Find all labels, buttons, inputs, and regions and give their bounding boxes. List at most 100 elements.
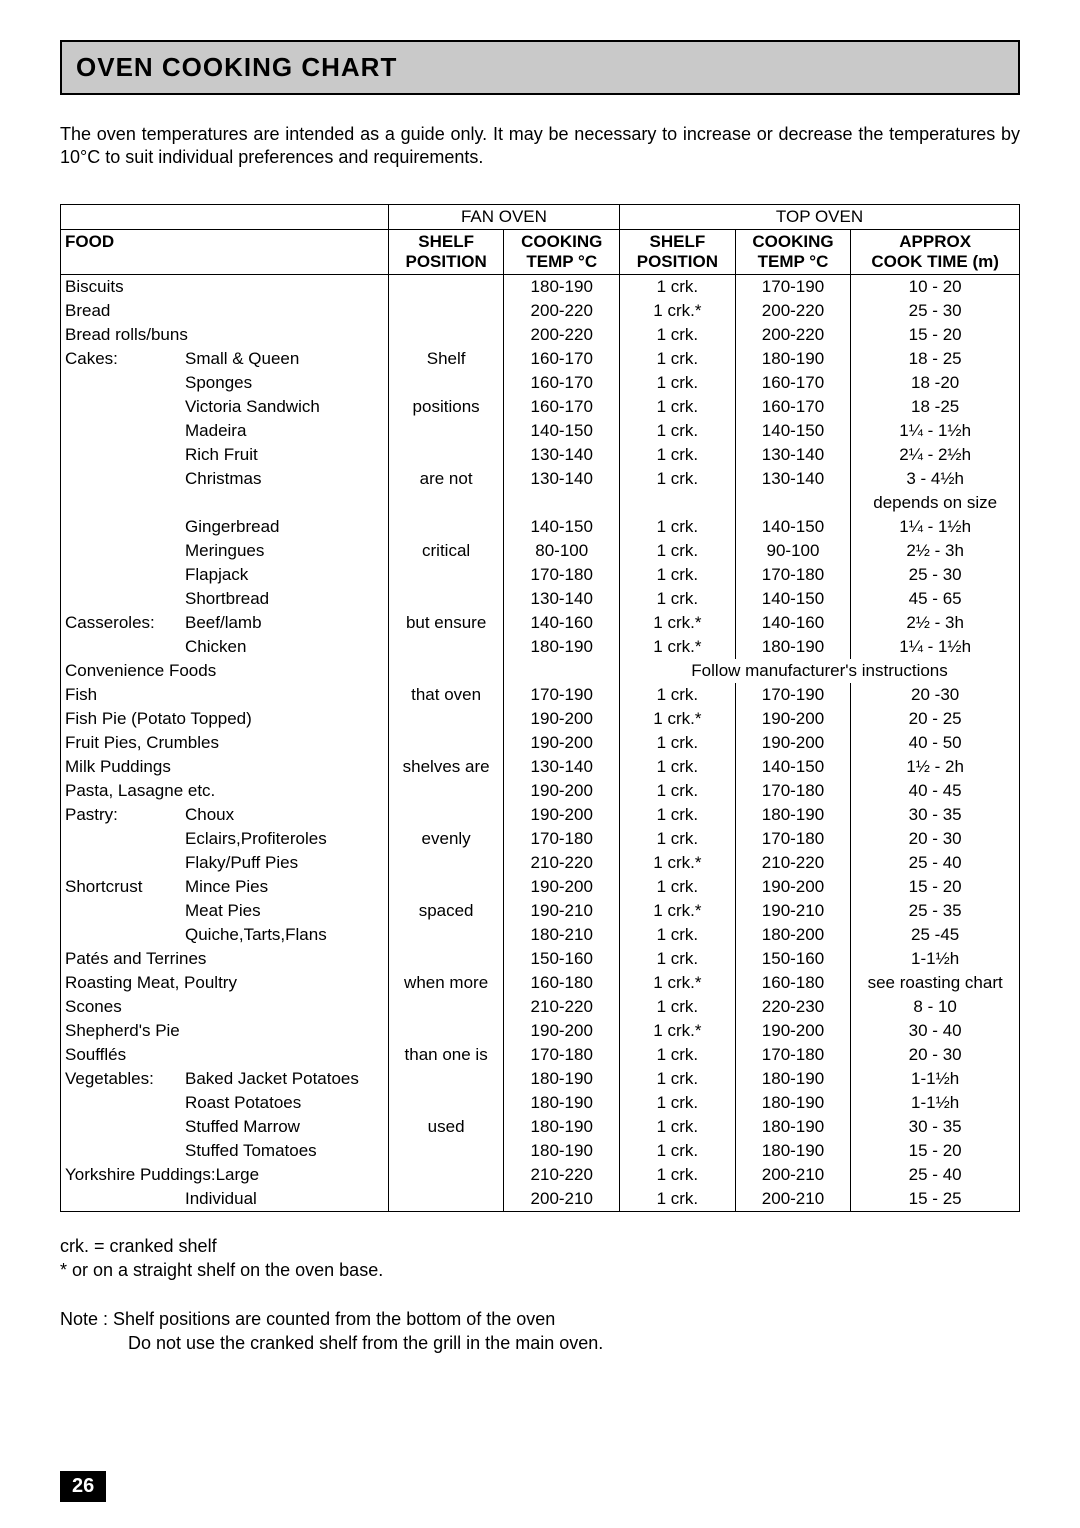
cell-fan-shelf [388,1067,504,1091]
table-row: Biscuits180-1901 crk.170-19010 - 20 [61,275,1020,300]
cell-top-shelf: 1 crk.* [620,1019,736,1043]
cell-top-temp: 170-190 [735,275,851,300]
cell-top-temp: 170-180 [735,779,851,803]
table-row: Casseroles:Beef/lambbut ensure140-1601 c… [61,611,1020,635]
cell-fan-temp: 190-200 [504,779,620,803]
cell-cook-time: 15 - 20 [851,323,1020,347]
cell-fan-shelf [388,443,504,467]
cell-fan-shelf [388,323,504,347]
cell-fan-temp: 150-160 [504,947,620,971]
intro-text: The oven temperatures are intended as a … [60,123,1020,168]
cell-fan-shelf [388,563,504,587]
table-row: Shortbread130-1401 crk.140-15045 - 65 [61,587,1020,611]
cell-top-temp: 180-190 [735,635,851,659]
table-row: Fruit Pies, Crumbles190-2001 crk.190-200… [61,731,1020,755]
table-row: Eclairs,Profiterolesevenly170-1801 crk.1… [61,827,1020,851]
cell-fan-temp: 160-180 [504,971,620,995]
cell-fan-temp: 180-210 [504,923,620,947]
cell-cook-time: 18 -25 [851,395,1020,419]
cell-food: Victoria Sandwich [61,395,389,419]
cell-food: Shepherd's Pie [61,1019,389,1043]
cell-food: Milk Puddings [61,755,389,779]
table-row: Victoria Sandwichpositions160-1701 crk.1… [61,395,1020,419]
cell-cook-time: depends on size [851,491,1020,515]
table-row: Yorkshire Puddings:Large210-2201 crk.200… [61,1163,1020,1187]
cell-cook-time: 25 - 30 [851,563,1020,587]
cell-food: Soufflés [61,1043,389,1067]
cell-fan-shelf [388,875,504,899]
cell-top-shelf: 1 crk. [620,1043,736,1067]
cell-fan-temp: 130-140 [504,467,620,491]
cell-fan-temp: 210-220 [504,851,620,875]
cell-fan-shelf [388,803,504,827]
cell-top-shelf: 1 crk.* [620,899,736,923]
cell-top-temp: 150-160 [735,947,851,971]
table-row: Stuffed Marrowused180-1901 crk.180-19030… [61,1115,1020,1139]
cell-top-temp: 210-220 [735,851,851,875]
cell-food: Rich Fruit [61,443,389,467]
cell-fan-temp: 210-220 [504,1163,620,1187]
cell-top-temp: 180-190 [735,1091,851,1115]
header-top-oven: TOP OVEN [620,205,1020,230]
cell-cook-time: 40 - 45 [851,779,1020,803]
cell-top-temp: 160-170 [735,371,851,395]
header-fan-oven: FAN OVEN [388,205,619,230]
cell-top-shelf: 1 crk. [620,323,736,347]
cell-top-shelf: 1 crk. [620,1139,736,1163]
cell-top-temp: 190-200 [735,731,851,755]
cell-top-shelf: 1 crk. [620,755,736,779]
cell-food: Christmas [61,467,389,491]
cell-top-temp: 180-190 [735,347,851,371]
cell-fan-shelf [388,1163,504,1187]
cell-food: Individual [61,1187,389,1212]
cell-top-shelf: 1 crk. [620,539,736,563]
cell-fan-shelf: are not [388,467,504,491]
cell-food: Casseroles:Beef/lamb [61,611,389,635]
cell-top-temp: 140-150 [735,515,851,539]
cell-top-shelf: 1 crk. [620,467,736,491]
cell-fan-temp: 180-190 [504,275,620,300]
cell-fan-temp: 140-160 [504,611,620,635]
cell-top-temp: 190-200 [735,875,851,899]
table-row: Meringuescritical80-1001 crk.90-1002½ - … [61,539,1020,563]
cell-food: Flaky/Puff Pies [61,851,389,875]
cell-food: Meat Pies [61,899,389,923]
cell-top-temp: 140-150 [735,419,851,443]
cell-food [61,491,389,515]
cell-top-temp: 200-220 [735,323,851,347]
table-row: Meat Piesspaced190-2101 crk.*190-21025 -… [61,899,1020,923]
cell-top-shelf: 1 crk. [620,875,736,899]
cell-fan-shelf [388,923,504,947]
cell-top-shelf: 1 crk. [620,731,736,755]
cell-cook-time: 25 - 40 [851,1163,1020,1187]
header-top-time: APPROXCOOK TIME (m) [851,230,1020,275]
cell-top-temp: 180-190 [735,1067,851,1091]
cell-cook-time: 8 - 10 [851,995,1020,1019]
cell-top-shelf: 1 crk. [620,275,736,300]
cell-fan-shelf: evenly [388,827,504,851]
cell-cook-time: 45 - 65 [851,587,1020,611]
cell-food: Fruit Pies, Crumbles [61,731,389,755]
cell-fan-shelf [388,275,504,300]
cell-fan-shelf [388,371,504,395]
cell-top-temp: 200-210 [735,1187,851,1212]
cell-top-shelf: 1 crk.* [620,707,736,731]
cell-top-shelf: 1 crk. [620,1115,736,1139]
cell-cook-time: 25 - 40 [851,851,1020,875]
cell-cook-time: 1-1½h [851,1091,1020,1115]
cell-top-shelf: 1 crk. [620,395,736,419]
cell-top-shelf: 1 crk.* [620,971,736,995]
cell-food: Fish Pie (Potato Topped) [61,707,389,731]
cell-food: Chicken [61,635,389,659]
cell-food: Sponges [61,371,389,395]
cell-top-shelf: 1 crk. [620,443,736,467]
cell-top-temp: 140-150 [735,755,851,779]
header-fan-temp: COOKINGTEMP °C [504,230,620,275]
cell-cook-time: 1¼ - 1½h [851,419,1020,443]
cell-fan-temp: 190-200 [504,1019,620,1043]
cell-fan-shelf: spaced [388,899,504,923]
cell-top-shelf: 1 crk. [620,1067,736,1091]
cell-fan-shelf [388,731,504,755]
cell-top-shelf: 1 crk. [620,1163,736,1187]
header-top-shelf: SHELFPOSITION [620,230,736,275]
